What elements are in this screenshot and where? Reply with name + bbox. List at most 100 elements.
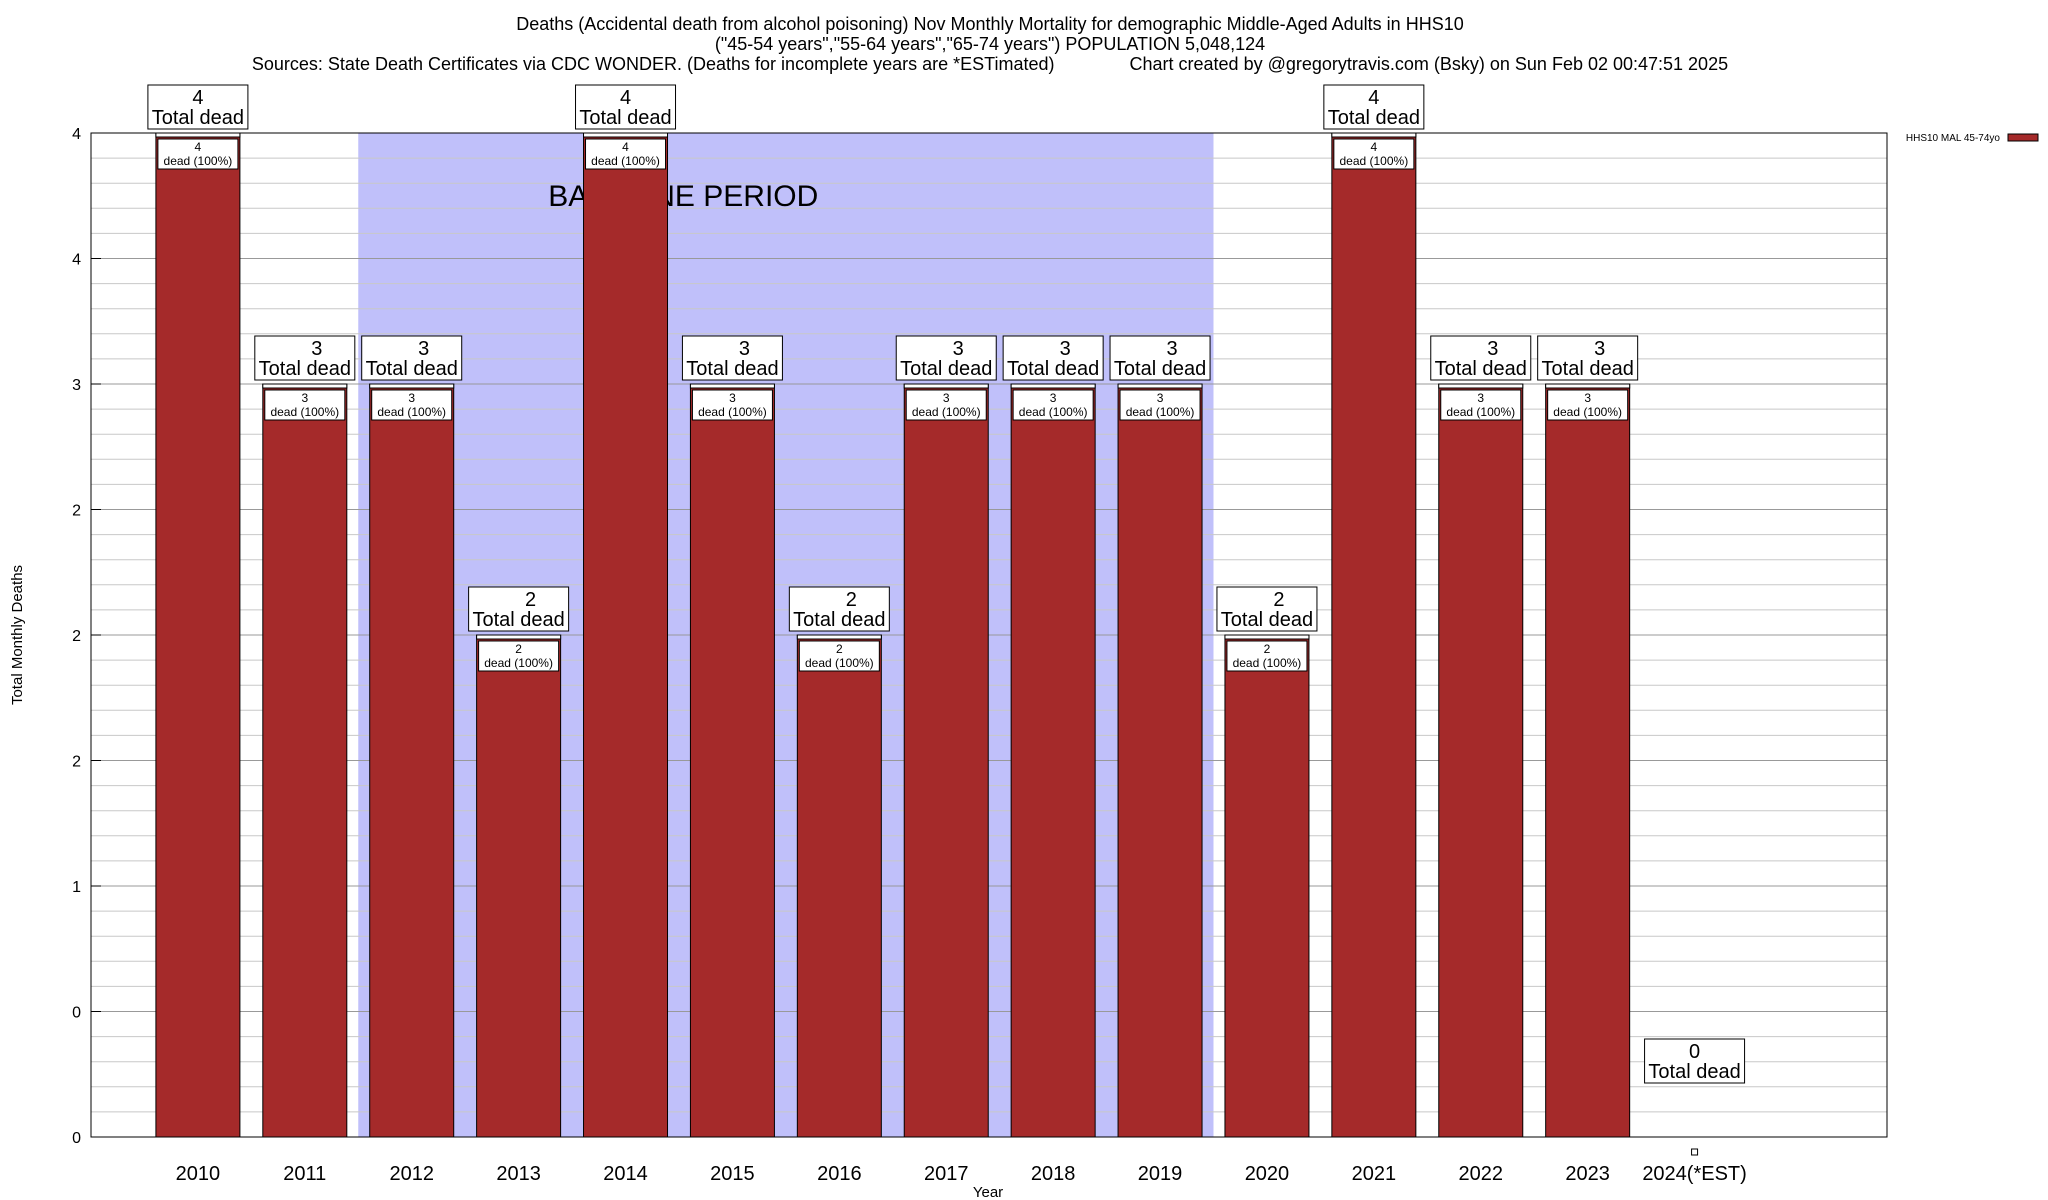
bar-total-label-box <box>788 586 890 632</box>
zero-marker <box>1691 1148 1699 1156</box>
bar-inner-label-text: dead (100%) <box>164 154 233 168</box>
bar-total-label-count: 4 <box>620 87 631 109</box>
bar-total-label-count: 3 <box>1060 338 1071 360</box>
bar-total-label-text: Total dead <box>366 358 458 380</box>
bar-inner-label-count: 4 <box>622 140 629 154</box>
bar-top-cap <box>1438 383 1524 389</box>
bar-total-label-box <box>895 335 997 381</box>
x-axis-label: Year <box>973 1184 1003 1200</box>
bar <box>1224 634 1310 1138</box>
x-tick-label: 2017 <box>924 1163 969 1185</box>
bar <box>796 634 882 1138</box>
bar-inner-label-box <box>691 389 773 421</box>
bar-top-cap <box>689 383 775 389</box>
bar-top-cap <box>1331 132 1417 138</box>
bar-total-label-box <box>468 586 570 632</box>
bar-total-label-text: Total dead <box>686 358 778 380</box>
bar-inner-label-text: dead (100%) <box>484 656 553 670</box>
bar-inner-label-box <box>264 389 346 421</box>
y-tick-label: 4 <box>72 126 81 143</box>
chart-title-line-3: Sources: State Death Certificates via CD… <box>251 54 1729 74</box>
bar-inner-label-box <box>371 389 453 421</box>
bar <box>583 132 669 1138</box>
y-tick-label: 2 <box>72 628 81 645</box>
bar-top-cap <box>583 132 669 138</box>
bar-inner-label-text: dead (100%) <box>1126 405 1195 419</box>
y-tick-label: 3 <box>72 377 81 394</box>
bar-inner-label-count: 2 <box>836 642 843 656</box>
x-tick-label: 2022 <box>1459 1163 1504 1185</box>
bar-total-label-count: 4 <box>1368 87 1379 109</box>
bar-total-label-text: Total dead <box>1328 107 1420 129</box>
bar-inner-label-count: 2 <box>1264 642 1271 656</box>
bar-top-cap <box>796 634 882 640</box>
bar-total-label-count: 3 <box>953 338 964 360</box>
x-tick-label: 2014 <box>603 1163 648 1185</box>
bar-top-cap <box>1545 383 1631 389</box>
x-tick-label: 2021 <box>1352 1163 1397 1185</box>
bar-inner-label-count: 3 <box>1584 391 1591 405</box>
bar <box>1010 383 1096 1138</box>
bar-total-label-count: 3 <box>1594 338 1605 360</box>
y-axis-label: Total Monthly Deaths <box>9 565 26 705</box>
bar-inner-label-text: dead (100%) <box>1446 405 1515 419</box>
bar-total-label-count: 3 <box>311 338 322 360</box>
bar-inner-label-text: dead (100%) <box>698 405 767 419</box>
bar <box>903 383 989 1138</box>
bar-total-label-text: Total dead <box>793 609 885 631</box>
y-tick-label: 1 <box>72 879 81 896</box>
bar <box>262 383 348 1138</box>
x-tick-label: 2024(*EST) <box>1642 1163 1747 1185</box>
bar-inner-label-text: dead (100%) <box>805 656 874 670</box>
y-tick-label: 0 <box>72 1130 81 1147</box>
chart-title-line-2: ("45-54 years","55-64 years","65-74 year… <box>714 34 1266 54</box>
bar-inner-label-box <box>1119 389 1201 421</box>
x-tick-label: 2020 <box>1245 1163 1290 1185</box>
bar-top-cap <box>1010 383 1096 389</box>
bar-inner-label-box <box>585 138 667 170</box>
bar-total-label-text: Total dead <box>1435 358 1527 380</box>
legend-label: HHS10 MAL 45-74yo <box>1906 133 2001 144</box>
bar <box>155 132 241 1138</box>
bar-inner-label-box <box>1547 389 1629 421</box>
plot-frame <box>90 132 1888 1138</box>
y-tick-label: 2 <box>72 503 81 520</box>
bar-inner-label-count: 3 <box>1050 391 1057 405</box>
bar-total-label-count: 3 <box>739 338 750 360</box>
x-tick-label: 2016 <box>817 1163 862 1185</box>
bar-inner-label-count: 4 <box>1371 140 1378 154</box>
bar <box>1438 383 1524 1138</box>
bar-inner-label-text: dead (100%) <box>270 405 339 419</box>
bar-inner-label-text: dead (100%) <box>912 405 981 419</box>
bar <box>1545 383 1631 1138</box>
bar-top-cap <box>369 383 455 389</box>
bar-inner-label-count: 3 <box>1157 391 1164 405</box>
y-tick-label: 4 <box>72 252 81 269</box>
y-tick-label: 0 <box>72 1005 81 1022</box>
bar-total-label-box <box>1430 335 1532 381</box>
bar-total-label-text: Total dead <box>152 107 244 129</box>
bar-total-label-box <box>1109 335 1211 381</box>
bar-total-label-text: Total dead <box>259 358 351 380</box>
x-tick-label: 2013 <box>496 1163 541 1185</box>
bar-total-label-count: 0 <box>1689 1041 1700 1063</box>
x-tick-label: 2023 <box>1565 1163 1610 1185</box>
bar-total-label-count: 3 <box>418 338 429 360</box>
chart-title-line-1: Deaths (Accidental death from alcohol po… <box>516 14 1464 34</box>
bar-top-cap <box>903 383 989 389</box>
bar-total-label-count: 3 <box>1487 338 1498 360</box>
bar <box>369 383 455 1138</box>
x-tick-label: 2019 <box>1138 1163 1183 1185</box>
bar-inner-label-box <box>157 138 239 170</box>
x-tick-label: 2018 <box>1031 1163 1076 1185</box>
bar-inner-label-box <box>905 389 987 421</box>
bar-total-label-box <box>1644 1038 1746 1084</box>
bar-inner-label-text: dead (100%) <box>1339 154 1408 168</box>
bar <box>1117 383 1203 1138</box>
bar-total-label-text: Total dead <box>1221 609 1313 631</box>
bar <box>1331 132 1417 1138</box>
bar-inner-label-count: 3 <box>408 391 415 405</box>
x-tick-label: 2010 <box>176 1163 221 1185</box>
bar-total-label-box <box>1002 335 1104 381</box>
bar-inner-label-box <box>798 640 880 672</box>
